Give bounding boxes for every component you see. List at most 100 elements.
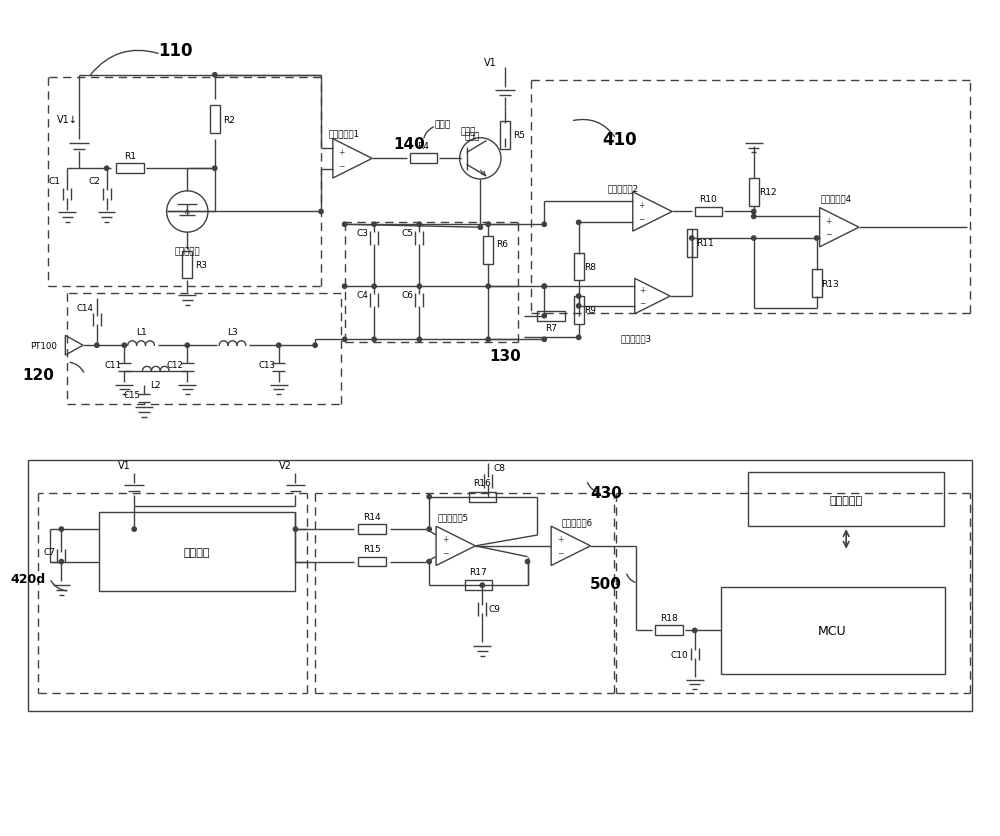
Circle shape — [577, 294, 581, 298]
Circle shape — [486, 223, 490, 227]
Bar — [748, 472, 944, 527]
Text: 三极管: 三极管 — [435, 120, 451, 130]
Circle shape — [752, 215, 756, 219]
Text: 三端稳压器: 三端稳压器 — [174, 247, 200, 256]
Text: +: + — [825, 217, 832, 226]
Bar — [469, 492, 496, 502]
Text: 120: 120 — [22, 368, 54, 383]
Text: C4: C4 — [356, 290, 368, 299]
Bar — [749, 179, 759, 206]
Text: R6: R6 — [496, 240, 508, 249]
Text: V1: V1 — [484, 58, 497, 68]
Circle shape — [104, 167, 109, 171]
Text: R15: R15 — [363, 544, 381, 553]
Text: V1↓: V1↓ — [57, 115, 78, 125]
Text: 420d: 420d — [10, 572, 46, 585]
Circle shape — [417, 338, 422, 342]
Circle shape — [542, 223, 546, 227]
Circle shape — [342, 338, 347, 342]
Text: 运算放大器6: 运算放大器6 — [561, 518, 592, 528]
Circle shape — [693, 629, 697, 633]
Circle shape — [417, 285, 422, 289]
Text: L1: L1 — [136, 328, 146, 337]
Text: −: − — [442, 548, 448, 558]
Text: R17: R17 — [469, 567, 487, 576]
Text: C9: C9 — [488, 604, 500, 614]
Bar — [358, 557, 386, 567]
Text: +: + — [638, 201, 645, 210]
Text: R13: R13 — [822, 279, 839, 288]
Text: 500: 500 — [590, 576, 622, 591]
Text: L2: L2 — [150, 380, 161, 390]
Circle shape — [342, 223, 347, 227]
Text: R1: R1 — [124, 152, 136, 161]
Circle shape — [213, 167, 217, 171]
Text: +: + — [338, 148, 345, 157]
Text: 运算放大器1: 运算放大器1 — [329, 129, 360, 138]
Text: C5: C5 — [402, 228, 414, 237]
Text: V1: V1 — [118, 461, 131, 471]
Text: 运算放大器4: 运算放大器4 — [821, 194, 852, 203]
Text: 410: 410 — [603, 130, 637, 149]
Circle shape — [132, 528, 136, 532]
Circle shape — [542, 338, 546, 342]
Circle shape — [752, 210, 756, 214]
Text: MCU: MCU — [818, 624, 847, 637]
Bar — [721, 588, 945, 674]
Text: C15: C15 — [124, 390, 141, 400]
Text: −: − — [638, 215, 645, 223]
Text: C10: C10 — [670, 650, 688, 659]
Bar — [812, 270, 822, 298]
Circle shape — [372, 338, 376, 342]
Text: −: − — [825, 231, 832, 239]
Circle shape — [372, 223, 376, 227]
Text: R14: R14 — [363, 512, 381, 521]
Circle shape — [577, 336, 581, 340]
Bar — [483, 237, 493, 264]
Text: C12: C12 — [167, 361, 184, 370]
Text: C6: C6 — [402, 290, 414, 299]
Text: R12: R12 — [759, 188, 776, 197]
Bar — [695, 207, 722, 217]
Bar — [500, 122, 510, 150]
Circle shape — [59, 528, 64, 532]
Text: C3: C3 — [356, 228, 368, 237]
Circle shape — [525, 560, 530, 564]
Text: C13: C13 — [258, 361, 275, 370]
Circle shape — [814, 237, 819, 241]
Circle shape — [185, 344, 189, 348]
Bar — [182, 252, 192, 279]
Bar — [655, 625, 683, 635]
Circle shape — [319, 210, 323, 214]
Text: 三极管: 三极管 — [465, 132, 480, 141]
Bar — [687, 230, 697, 257]
Text: +: + — [557, 535, 563, 543]
Circle shape — [417, 223, 422, 227]
Text: C11: C11 — [104, 361, 121, 370]
Text: 130: 130 — [489, 348, 521, 363]
Circle shape — [752, 237, 756, 241]
Bar — [574, 253, 584, 281]
Circle shape — [213, 74, 217, 78]
Bar — [537, 312, 565, 321]
Bar — [116, 164, 144, 174]
Circle shape — [480, 584, 484, 588]
Circle shape — [486, 285, 490, 289]
Text: V2: V2 — [279, 461, 292, 471]
Text: PT100: PT100 — [30, 341, 57, 350]
Text: 140: 140 — [394, 137, 425, 152]
Text: 110: 110 — [158, 42, 193, 60]
Text: C14: C14 — [77, 304, 94, 313]
Circle shape — [277, 344, 281, 348]
Text: R4: R4 — [417, 142, 429, 151]
Text: R7: R7 — [545, 324, 557, 333]
Text: C2: C2 — [89, 176, 101, 186]
Text: R11: R11 — [696, 239, 713, 248]
Text: R18: R18 — [660, 614, 678, 622]
Circle shape — [542, 314, 546, 319]
Text: R16: R16 — [473, 479, 491, 488]
Text: R5: R5 — [513, 131, 525, 140]
Text: R2: R2 — [223, 115, 235, 125]
Circle shape — [427, 528, 431, 532]
Text: 运算放大器3: 运算放大器3 — [620, 334, 651, 343]
